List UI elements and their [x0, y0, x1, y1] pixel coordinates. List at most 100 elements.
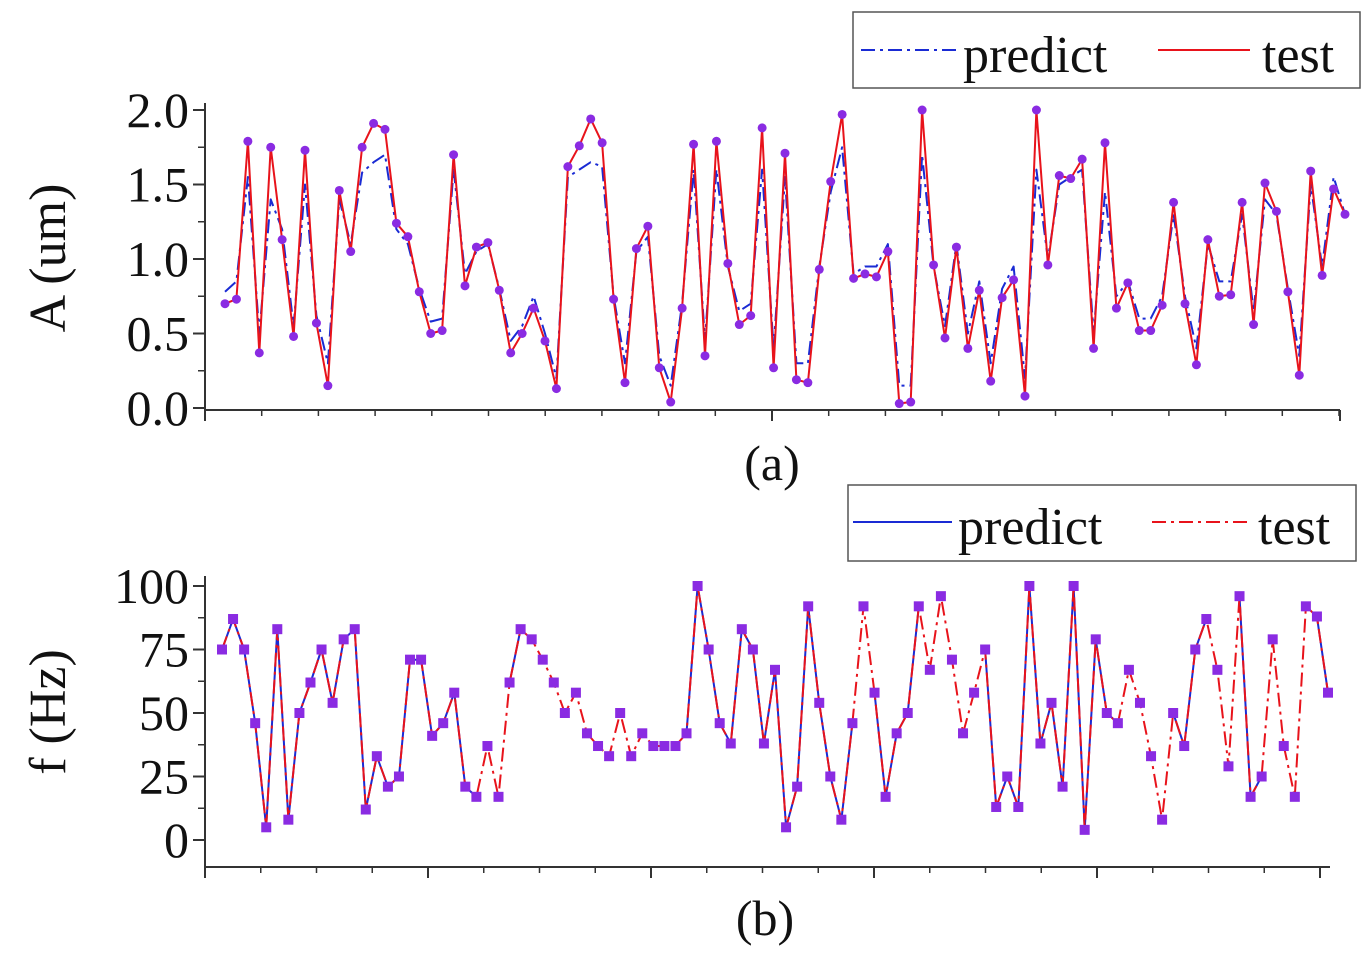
- y-axis-label-a: A (um): [20, 184, 77, 333]
- data-point-a: [723, 258, 733, 268]
- data-point-b: [515, 624, 526, 635]
- data-point-b: [714, 718, 725, 729]
- legend-b: predict test: [847, 484, 1357, 562]
- data-point-a: [231, 294, 241, 304]
- panel-label-a: (a): [744, 435, 800, 491]
- x-ticks-b: [204, 867, 1321, 878]
- data-point-a: [769, 363, 779, 373]
- data-point-b: [1013, 801, 1024, 812]
- data-point-b: [836, 814, 847, 825]
- data-point-b: [1134, 697, 1145, 708]
- data-point-a: [1180, 299, 1190, 309]
- data-point-b: [1223, 761, 1234, 772]
- legend-a: predict test: [852, 11, 1361, 89]
- data-point-b: [681, 728, 692, 739]
- data-point-a: [586, 114, 596, 124]
- data-point-b: [659, 741, 670, 752]
- data-point-b: [537, 654, 548, 665]
- data-point-a: [1043, 260, 1053, 270]
- data-point-b: [349, 624, 360, 635]
- data-point-a: [986, 376, 996, 386]
- data-point-a: [471, 242, 481, 252]
- data-point-a: [449, 150, 459, 160]
- y-tick-label-b: 75: [139, 622, 189, 678]
- data-point-b: [438, 718, 449, 729]
- data-point-b: [1024, 581, 1035, 591]
- data-point-b: [725, 738, 736, 749]
- data-point-a: [1077, 154, 1087, 164]
- data-point-a: [1009, 275, 1019, 285]
- data-point-a: [529, 303, 539, 313]
- data-point-b: [471, 791, 482, 802]
- data-point-b: [405, 654, 416, 665]
- data-point-b: [648, 741, 659, 752]
- series-line-test-b: [221, 585, 1329, 831]
- data-point-a: [437, 326, 447, 336]
- data-point-a: [1226, 290, 1236, 300]
- data-point-a: [871, 272, 881, 282]
- data-point-b: [913, 601, 924, 612]
- data-point-a: [974, 285, 984, 295]
- data-point-a: [757, 123, 767, 133]
- legend-b-predict-label: predict: [958, 499, 1103, 556]
- data-point-b: [416, 654, 427, 665]
- data-point-a: [506, 348, 516, 358]
- data-point-a: [849, 273, 859, 283]
- data-point-b: [581, 728, 592, 739]
- y-tick-label-b: 50: [139, 685, 189, 741]
- data-point-a: [300, 145, 310, 155]
- data-point-a: [243, 136, 253, 146]
- data-point-a: [220, 299, 230, 309]
- data-point-a: [277, 235, 287, 245]
- data-point-b: [814, 697, 825, 708]
- series-line-predict-b: [1238, 596, 1263, 798]
- data-point-a: [289, 331, 299, 341]
- data-point-b: [969, 687, 980, 698]
- data-point-b: [1079, 824, 1090, 835]
- data-point-b: [228, 614, 239, 625]
- data-point-a: [1191, 360, 1201, 370]
- panel-b: predict test 0 25 50 75 100 f (Hz) (b): [20, 484, 1357, 946]
- data-point-b: [1046, 697, 1057, 708]
- series-b: [217, 581, 1333, 835]
- panel-a: predict test 0.0 0.5 1.0 1.5 2.0 A (um) (a): [20, 11, 1361, 491]
- data-point-a: [517, 329, 527, 338]
- data-point-b: [1002, 771, 1013, 782]
- data-point-b: [272, 624, 283, 635]
- data-point-a: [1237, 197, 1247, 207]
- series-line-predict-b: [873, 606, 920, 798]
- data-point-b: [1179, 741, 1190, 752]
- data-point-a: [894, 399, 904, 409]
- data-point-a: [1134, 326, 1144, 336]
- data-point-b: [1323, 687, 1333, 698]
- data-point-a: [654, 363, 664, 373]
- data-point-a: [403, 232, 413, 242]
- data-point-a: [620, 378, 630, 388]
- y-tick-label-a: 0.0: [127, 380, 190, 436]
- data-point-b: [902, 708, 913, 718]
- data-point-a: [609, 294, 619, 304]
- data-point-b: [792, 781, 803, 792]
- data-point-a: [631, 244, 641, 254]
- data-point-b: [1289, 791, 1300, 802]
- data-point-b: [1311, 611, 1322, 622]
- data-point-b: [283, 814, 294, 825]
- legend-a-test-label: test: [1262, 27, 1335, 84]
- data-point-a: [1169, 197, 1179, 207]
- data-point-a: [677, 303, 687, 313]
- data-point-b: [393, 771, 404, 782]
- data-point-a: [1340, 209, 1350, 219]
- data-point-a: [1203, 235, 1213, 245]
- data-point-b: [1112, 718, 1123, 729]
- data-point-b: [449, 687, 460, 698]
- data-point-a: [334, 185, 344, 195]
- data-point-b: [1168, 708, 1179, 718]
- data-point-b: [250, 718, 261, 729]
- data-point-b: [239, 644, 250, 655]
- data-point-a: [266, 142, 276, 152]
- data-point-a: [1294, 370, 1304, 380]
- data-point-a: [346, 247, 356, 257]
- data-point-a: [1031, 105, 1041, 115]
- data-point-b: [825, 771, 836, 782]
- data-point-a: [1146, 326, 1156, 336]
